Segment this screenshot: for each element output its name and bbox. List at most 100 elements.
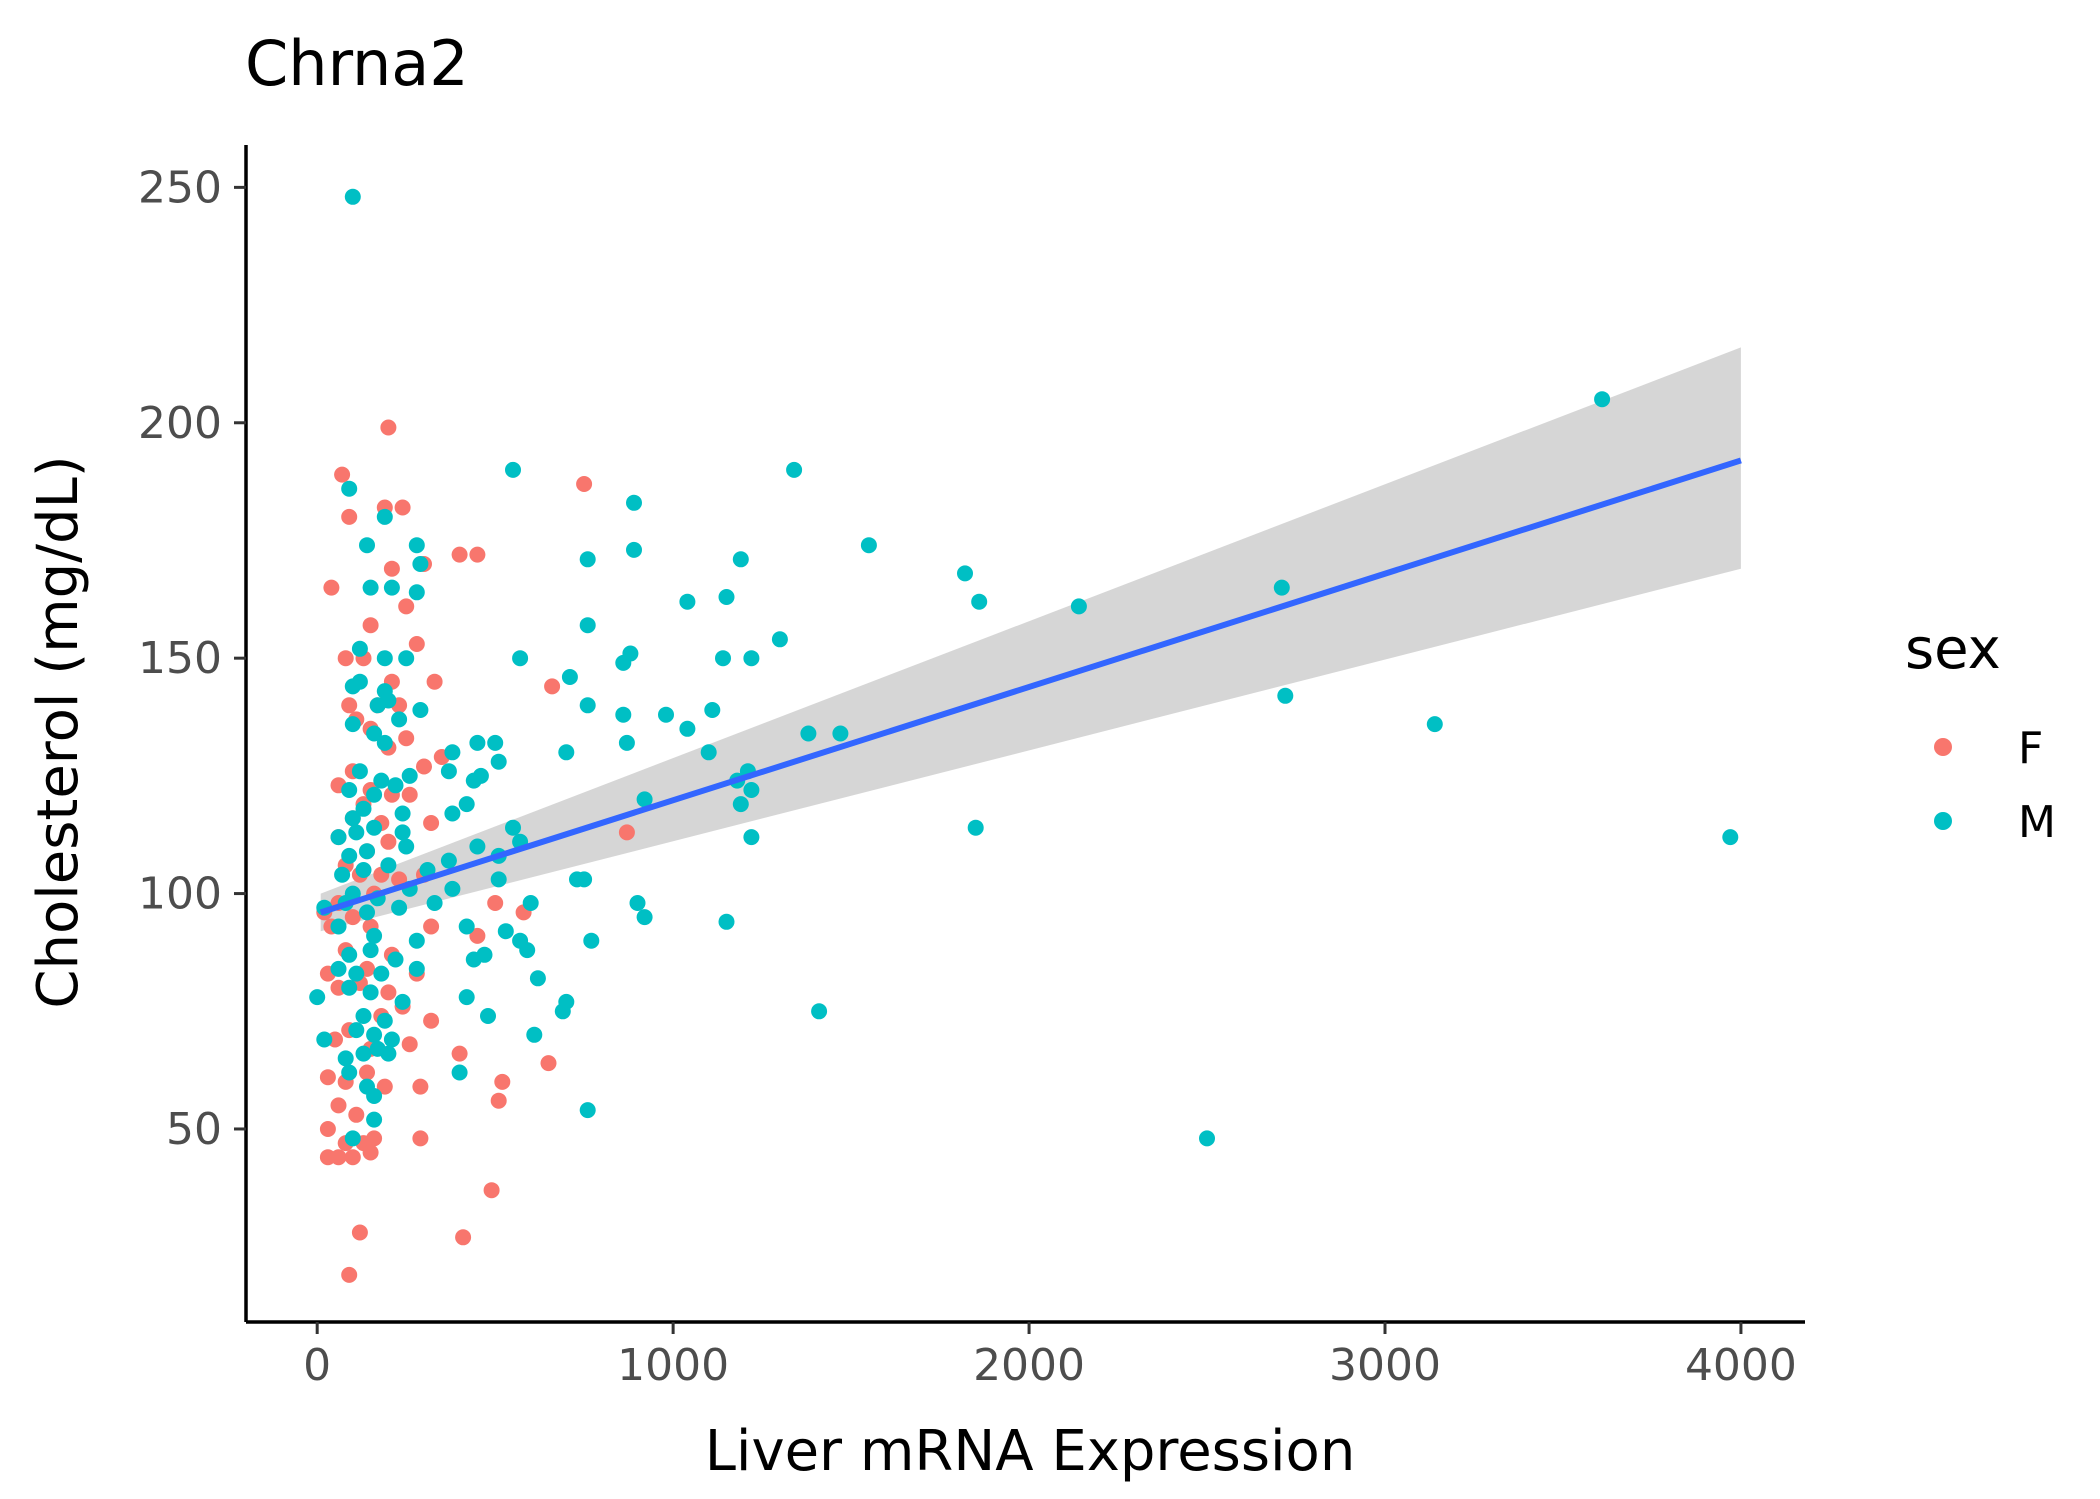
data-point-M <box>658 706 674 723</box>
data-point-M <box>341 1064 358 1081</box>
data-point-M <box>398 838 415 855</box>
data-point-M <box>444 744 461 761</box>
data-point-F <box>344 1149 361 1166</box>
data-point-M <box>394 805 411 822</box>
data-point-F <box>330 1097 347 1114</box>
data-point-F <box>359 1064 375 1081</box>
data-point-M <box>860 537 877 554</box>
data-point-M <box>636 909 653 926</box>
data-point-M <box>355 1045 372 1062</box>
data-point-M <box>341 979 358 996</box>
data-point-M <box>615 706 632 723</box>
data-point-M <box>341 847 358 864</box>
data-point-F <box>376 1078 393 1095</box>
data-point-M <box>957 565 973 582</box>
data-point-M <box>351 640 368 657</box>
data-point-M <box>743 782 760 798</box>
data-point-M <box>426 895 443 911</box>
data-point-F <box>330 1149 347 1166</box>
data-point-F <box>544 678 561 695</box>
data-point-M <box>579 697 596 714</box>
data-point-M <box>373 772 390 789</box>
data-point-M <box>355 800 372 817</box>
data-point-M <box>391 899 408 916</box>
y-tick-label: 50 <box>166 1104 222 1155</box>
data-point-M <box>362 984 379 1001</box>
data-point-M <box>1594 391 1611 408</box>
data-point-F <box>618 824 635 841</box>
data-point-F <box>483 1182 500 1199</box>
data-point-M <box>366 1026 383 1043</box>
data-point-M <box>383 1031 400 1048</box>
chart-title: Chrna2 <box>245 27 469 100</box>
data-point-F <box>540 1055 557 1072</box>
data-point-M <box>408 537 425 554</box>
data-point-M <box>366 1088 383 1104</box>
data-point-M <box>505 819 521 836</box>
data-point-M <box>967 819 984 836</box>
data-point-M <box>618 734 635 751</box>
data-point-M <box>636 791 653 808</box>
data-point-M <box>344 188 361 205</box>
data-point-M <box>561 669 578 685</box>
legend-key-M <box>1934 812 1952 830</box>
data-point-F <box>341 697 358 714</box>
data-point-M <box>373 965 390 982</box>
data-point-M <box>522 895 539 911</box>
data-point-M <box>341 946 358 963</box>
data-point-M <box>419 862 436 878</box>
x-tick-label: 3000 <box>1329 1340 1441 1391</box>
legend-title: sex <box>1905 617 2001 682</box>
data-point-M <box>440 852 457 869</box>
regression-line <box>319 457 1742 916</box>
data-point-M <box>362 579 379 596</box>
data-point-M <box>715 650 731 667</box>
y-tick-label: 200 <box>138 398 222 449</box>
data-point-M <box>1199 1130 1215 1147</box>
data-point-M <box>529 970 546 987</box>
data-point-F <box>494 1073 511 1090</box>
data-point-M <box>359 537 375 554</box>
data-point-M <box>832 725 849 742</box>
data-point-M <box>526 1026 543 1043</box>
data-point-F <box>576 476 593 492</box>
y-axis-title: Cholesterol (mg/dL) <box>26 455 91 1008</box>
data-point-M <box>334 866 351 883</box>
data-point-M <box>401 767 418 784</box>
data-point-M <box>465 772 482 789</box>
data-point-F <box>380 419 397 436</box>
data-point-M <box>309 989 326 1006</box>
data-point-M <box>341 782 358 798</box>
data-point-M <box>469 734 486 751</box>
data-point-M <box>497 923 514 940</box>
data-point-M <box>718 913 735 930</box>
data-point-M <box>490 871 507 888</box>
data-point-M <box>505 461 521 478</box>
data-point-F <box>455 1229 472 1246</box>
data-point-M <box>800 725 817 742</box>
data-point-M <box>579 1102 596 1119</box>
data-point-M <box>1273 579 1290 596</box>
legend-key-F <box>1934 738 1952 756</box>
y-tick-label: 250 <box>138 162 222 213</box>
data-point-M <box>337 1050 354 1067</box>
data-point-F <box>341 508 358 525</box>
data-point-M <box>718 589 735 605</box>
data-point-M <box>971 593 988 610</box>
data-point-M <box>629 895 646 911</box>
data-point-M <box>351 673 368 690</box>
data-point-M <box>366 1111 383 1128</box>
data-point-F <box>334 466 351 483</box>
data-point-F <box>423 918 440 935</box>
data-point-F <box>380 833 397 850</box>
data-point-M <box>376 1012 393 1029</box>
data-point-M <box>355 1008 372 1024</box>
data-point-F <box>380 984 397 1001</box>
data-point-M <box>579 551 596 568</box>
data-point-M <box>330 918 347 935</box>
data-point-F <box>416 758 432 775</box>
data-point-F <box>426 673 443 690</box>
data-point-M <box>622 645 639 662</box>
x-tick-label: 0 <box>303 1340 331 1391</box>
